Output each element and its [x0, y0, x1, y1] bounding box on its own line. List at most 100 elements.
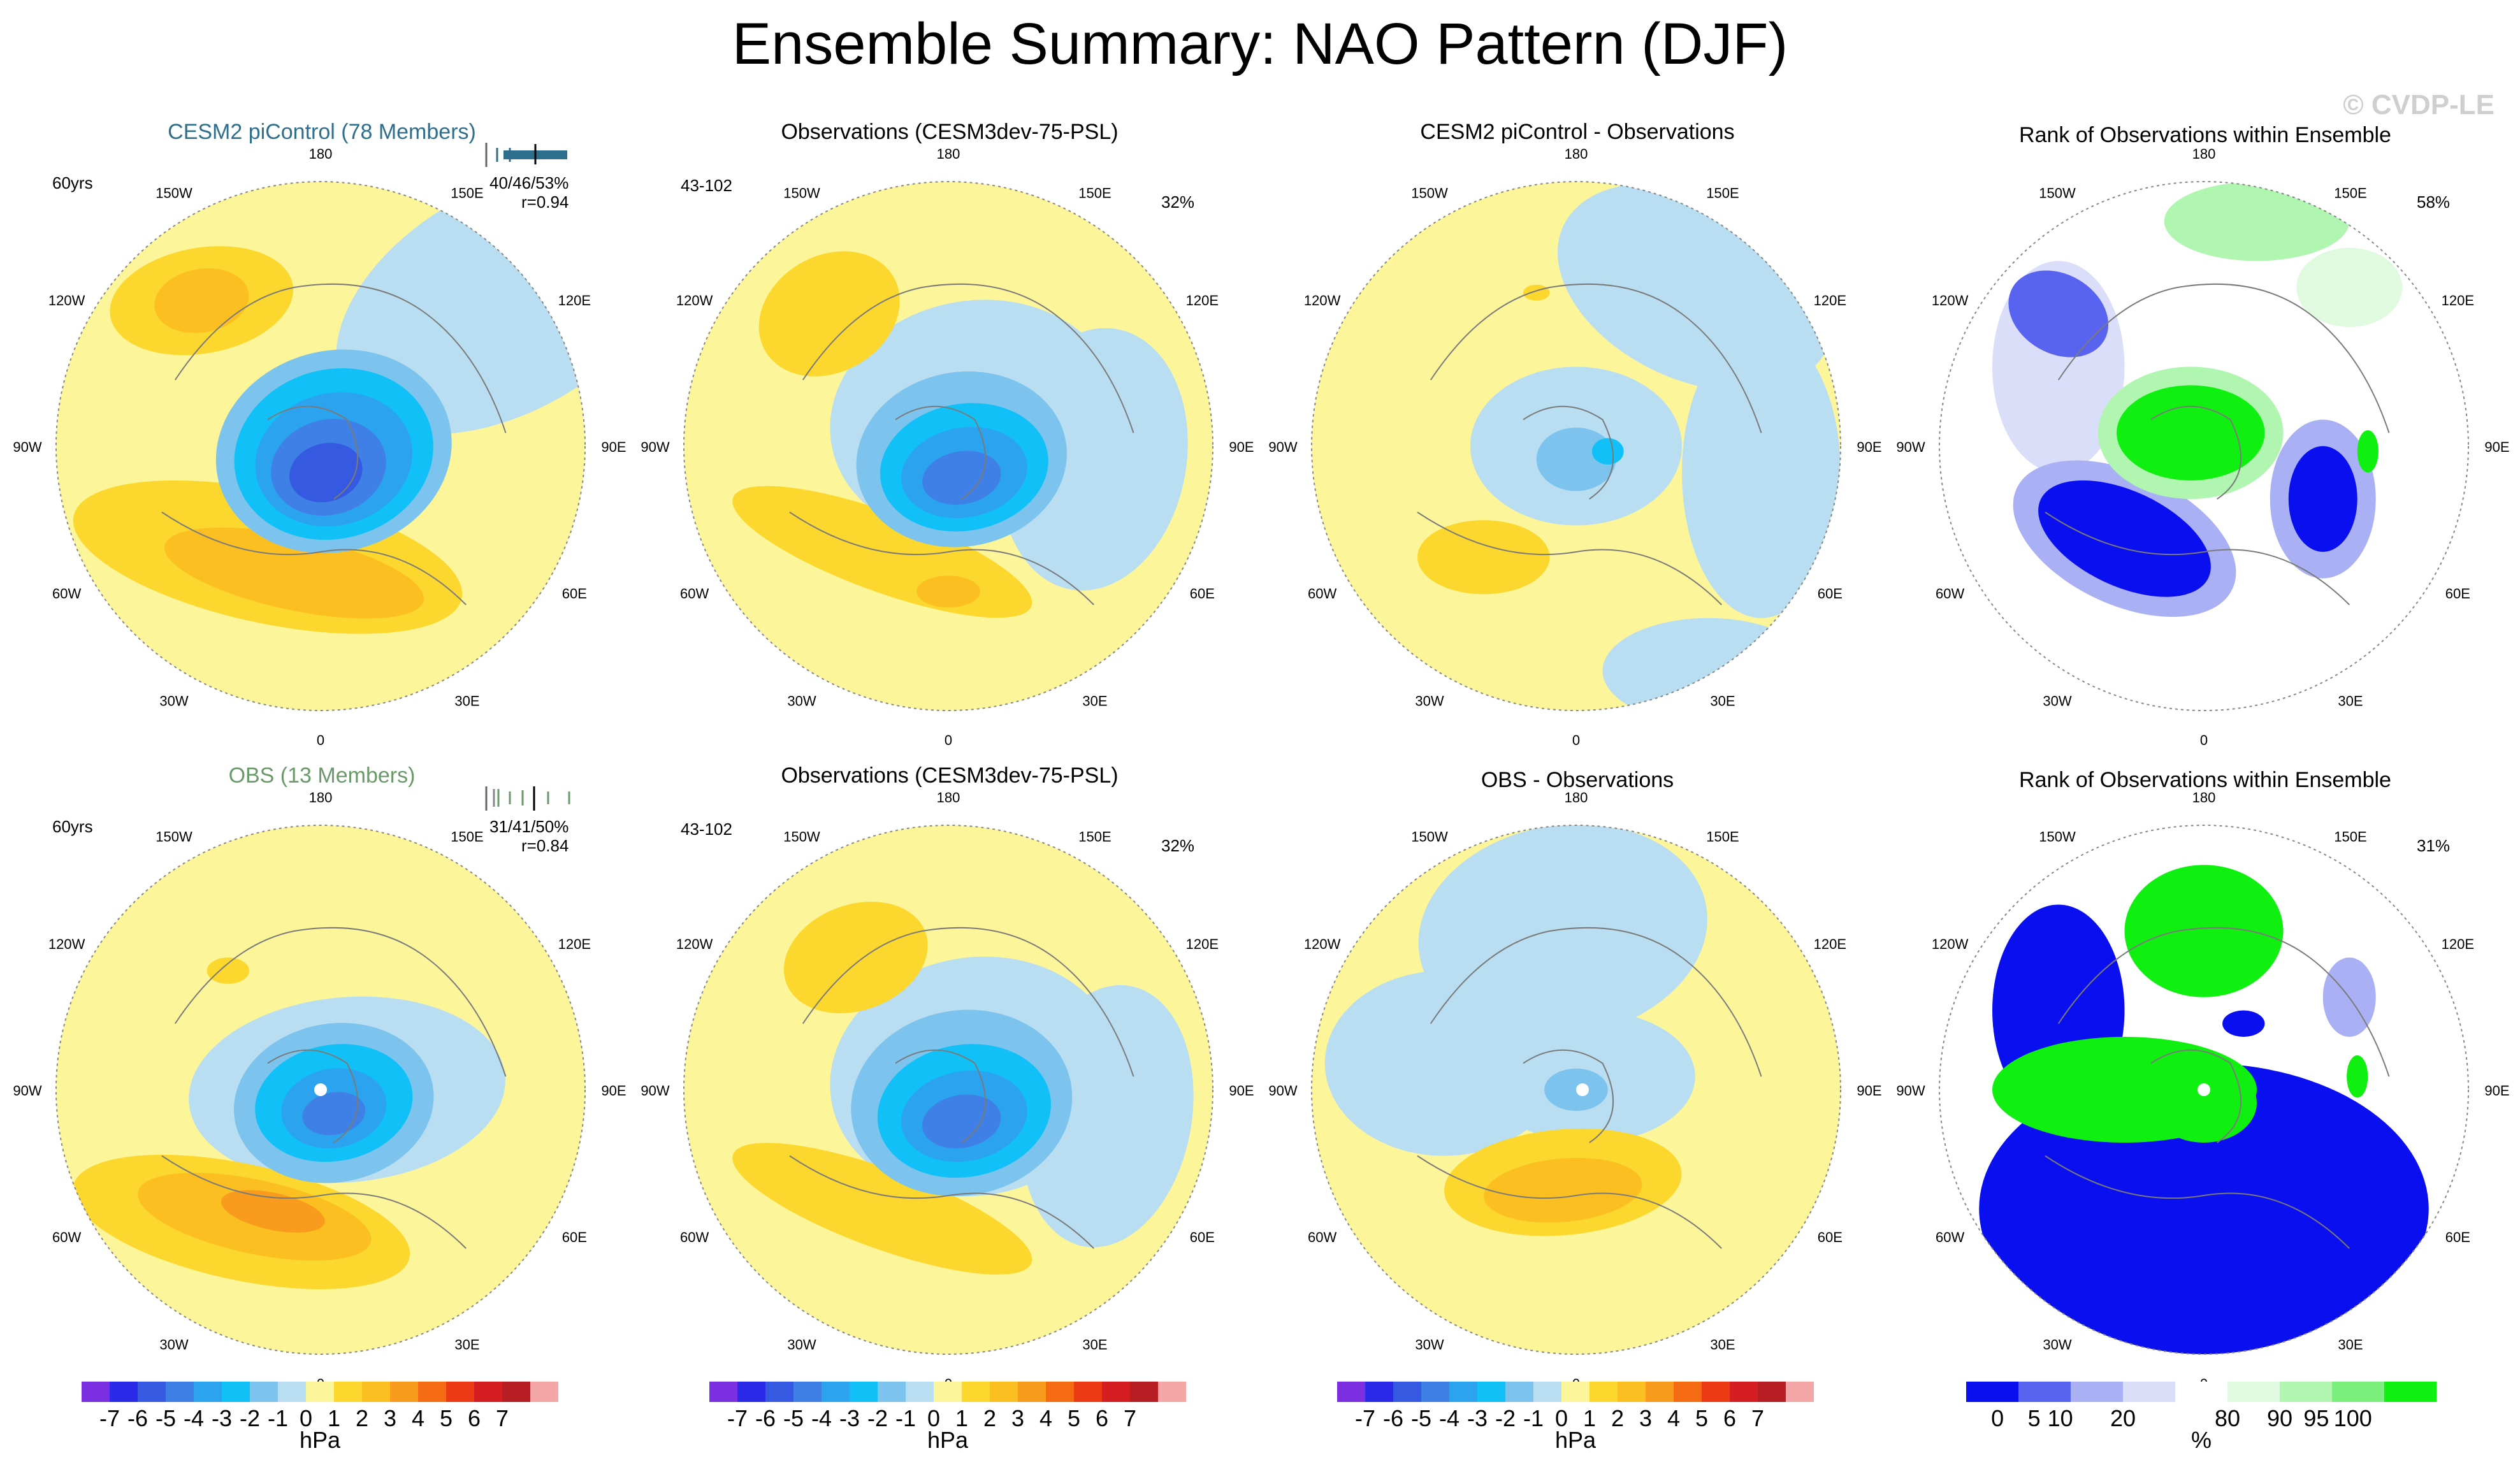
colorbar-tick-label: 80 [2215, 1405, 2240, 1431]
contour-east-light [1682, 327, 1841, 618]
lon-label-e90: 90E [601, 1083, 626, 1099]
lon-label-e30: 30E [1082, 1336, 1107, 1352]
lon-label-e120: 120E [1186, 293, 1219, 308]
colorbar-swatch [362, 1382, 390, 1402]
map-field-r1c2 [684, 182, 1213, 711]
contour-sw-blue [2038, 480, 2211, 597]
lon-label-e90: 90E [2484, 439, 2509, 455]
colorbar-pressure-2: -7 -6 -5 -4 -3 -2 -1 0 1 2 3 4 5 6 7 hPa [709, 1382, 1186, 1453]
colorbar-tick-label: 0 [927, 1405, 940, 1431]
lon-label-e60: 60E [2445, 586, 2470, 602]
map-r1c3: 180 30E 60E 90E 120E 150E 0 30W 60W 90W 120W 150W [1268, 146, 1881, 748]
colorbar-swatch [1158, 1382, 1186, 1402]
map-r1c2: 180 30E 60E 90E 120E 150E 0 30W 60W 90W 120W 150W [641, 146, 1254, 748]
lon-label-w60: 60W [1936, 586, 1964, 602]
colorbar-tick-label: 5 [1068, 1405, 1080, 1431]
colorbar-swatch [2332, 1382, 2384, 1402]
map-r1c4: 180 30E 60E 90E 120E 150E 0 30W 60W 90W 120W 150W [1896, 146, 2509, 748]
colorbar-swatch [765, 1382, 793, 1402]
lon-label-e120: 120E [558, 936, 591, 952]
lon-label-bottom: 0 [317, 732, 324, 748]
contour-e-blue [2288, 446, 2357, 552]
colorbar-tick-label: 6 [1096, 1405, 1108, 1431]
panel-title-r2c2: Observations (CESM3dev-75-PSL) [781, 763, 1119, 788]
colorbar-tick-label: 100 [2334, 1405, 2372, 1431]
contour-ocean-high-light [336, 182, 585, 435]
lon-label-e30: 30E [454, 693, 479, 709]
lon-label-w150: 150W [783, 185, 820, 201]
map-field-r2c3 [1312, 825, 1841, 1354]
lon-label-w60: 60W [52, 1229, 81, 1245]
lon-label-e90: 90E [1229, 439, 1254, 455]
contour-arctic-core [1591, 438, 1624, 465]
lon-label-w30: 30W [2043, 1336, 2071, 1352]
lon-label-e60: 60E [1190, 586, 1215, 602]
contour-atlantic-high-inner [221, 1190, 325, 1233]
colorbar-tick-label: -7 [1355, 1405, 1375, 1431]
contour-low-4 [922, 1094, 1001, 1149]
colorbar-swatch [278, 1382, 306, 1402]
colorbar-tick-label: -5 [156, 1405, 176, 1431]
colorbar-tick-label: 1 [1583, 1405, 1596, 1431]
colorbar-tick-label: 4 [1039, 1405, 1052, 1431]
lon-label-e150: 150E [2334, 829, 2366, 845]
colorbar-swatch [793, 1382, 822, 1402]
lon-label-e60: 60E [2445, 1229, 2470, 1245]
lon-label-w120: 120W [48, 936, 85, 952]
lon-label-bottom: 0 [2200, 732, 2208, 748]
colorbar-tick-label: 2 [1611, 1405, 1624, 1431]
lon-label-w150: 150W [2039, 185, 2076, 201]
colorbar-tick-label: -6 [127, 1405, 148, 1431]
colorbar-swatch [418, 1382, 446, 1402]
contour-ne-pale [2296, 247, 2403, 328]
lon-label-w120: 120W [1932, 293, 1969, 308]
pole-marker [2198, 1083, 2210, 1096]
colorbar-tick-label: 3 [1011, 1405, 1024, 1431]
contour-atlantic-high [732, 1143, 1032, 1275]
lon-label-w150: 150W [2039, 829, 2076, 845]
panel-title-r1c1: CESM2 piControl (78 Members) [168, 120, 476, 144]
lon-label-w90: 90W [13, 439, 41, 455]
watermark: © CVDP-LE [2343, 89, 2495, 120]
lon-label-e30: 30E [1710, 693, 1735, 709]
colorbar-swatch [502, 1382, 530, 1402]
colorbar-tick-label: 20 [2110, 1405, 2136, 1431]
colorbar-swatch [934, 1382, 962, 1402]
colorbar-tick-label: 95 [2303, 1405, 2329, 1431]
colorbar-swatch [1018, 1382, 1046, 1402]
colorbar-rank: 0 5 10 20 80 90 95 100% [1966, 1382, 2437, 1453]
lon-label-e60: 60E [1818, 586, 1843, 602]
lon-label-w120: 120W [1304, 936, 1341, 952]
colorbar-swatch [1589, 1382, 1618, 1402]
main-title: Ensemble Summary: NAO Pattern (DJF) [732, 11, 1788, 76]
panel-title-r1c3: CESM2 piControl - Observations [1420, 120, 1735, 144]
contour-med-high [916, 575, 980, 608]
colorbar-pressure-3: -7 -6 -5 -4 -3 -2 -1 0 1 2 3 4 5 6 7 hPa [1337, 1382, 1814, 1453]
colorbar-swatch [1618, 1382, 1646, 1402]
contour-low-4 [922, 451, 1001, 505]
lon-label-w60: 60W [1308, 586, 1336, 602]
note-r1c1-right1: 40/46/53% [489, 173, 569, 192]
map-frame [1939, 825, 2469, 1355]
colorbar-tick-label: 3 [1639, 1405, 1652, 1431]
coastlines [1417, 283, 1762, 605]
colorbar-tick-label: -4 [1439, 1405, 1459, 1431]
colorbar-swatch [906, 1382, 934, 1402]
lon-label-e30: 30E [454, 1336, 479, 1352]
lon-label-e30: 30E [1710, 1336, 1735, 1352]
lon-label-e30: 30E [2338, 1336, 2363, 1352]
lon-label-w90: 90W [13, 1083, 41, 1099]
lon-label-w60: 60W [52, 586, 81, 602]
colorbar-swatch [1966, 1382, 2018, 1402]
contour-arctic-green [2151, 1063, 2257, 1143]
lon-label-e150: 150E [1706, 185, 1739, 201]
lon-label-e150: 150E [451, 829, 483, 845]
colorbar-tick-label: 10 [2048, 1405, 2073, 1431]
colorbar-tick-label: -2 [240, 1405, 260, 1431]
colorbar-swatch [1561, 1382, 1589, 1402]
coastlines [161, 927, 507, 1249]
lon-label-w60: 60W [1308, 1229, 1336, 1245]
lon-label-w120: 120W [676, 293, 713, 308]
